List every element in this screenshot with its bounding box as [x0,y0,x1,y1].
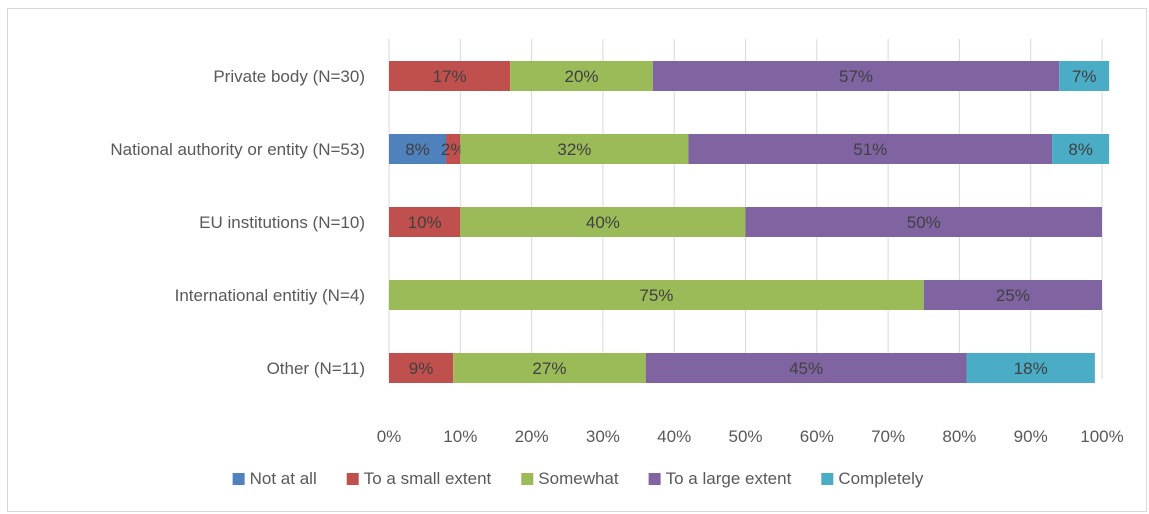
data-label: 51% [853,140,887,159]
bar-segment-completely [966,353,1095,383]
bar-segment-not-at-all [389,134,447,164]
data-label: 17% [433,67,467,86]
legend: Not at all To a small extent Somewhat To a … [232,469,924,488]
legend-item-not-at-all: Not at all [232,469,317,488]
bar-segment-to-a-small-extent [389,353,454,383]
data-label: 20% [564,67,598,86]
bar-segment-somewhat [510,61,653,91]
legend-item-somewhat: Somewhat [521,469,619,488]
stacked-bar-chart: 17% 20% 57% 7% 8% 2% 32% 51% 8% 10% 40% 50% 75% 25% 9%… [110,39,1124,488]
category-label: Private body (N=30) [213,67,365,86]
legend-swatch [232,473,245,485]
data-label: 45% [789,359,823,378]
bar-segment-to-a-large-extent [745,207,1102,237]
category-label: Other (N=11) [267,359,365,378]
data-label: 27% [532,359,566,378]
bar-segment-somewhat [453,353,646,383]
category-label: EU institutions (N=10) [199,213,365,232]
x-tick-label: 70% [871,427,905,446]
legend-label: Somewhat [538,469,619,488]
data-label: 57% [839,67,873,86]
x-tick-label: 0% [377,427,402,446]
data-label: 18% [1014,359,1048,378]
legend-swatch [521,473,534,485]
bars: 17% 20% 57% 7% 8% 2% 32% 51% 8% 10% 40% 50% 75% 25% 9%… [389,61,1110,383]
category-labels: Private body (N=30) National authority or… [110,67,365,378]
bar-segment-completely [1052,134,1110,164]
data-label: 8% [1068,140,1093,159]
x-tick-label: 60% [800,427,834,446]
legend-item-to-a-large-extent: To a large extent [648,469,792,488]
data-label: 7% [1072,67,1097,86]
bar-segment-to-a-large-extent [645,353,967,383]
legend-label: Completely [838,469,924,488]
x-tick-label: 90% [1014,427,1048,446]
legend-swatch [648,473,661,485]
bar-segment-to-a-large-extent [652,61,1060,91]
bar-segment-to-a-small-extent [446,134,461,164]
category-label: International entitiy (N=4) [175,286,365,305]
x-tick-label: 20% [515,427,549,446]
x-tick-label: 80% [942,427,976,446]
legend-item-to-a-small-extent: To a small extent [346,469,492,488]
data-label: 50% [907,213,941,232]
bar-segment-somewhat [460,134,689,164]
x-tick-label: 30% [586,427,620,446]
bar-segment-to-a-small-extent [389,61,511,91]
data-label: 40% [586,213,620,232]
data-label: 75% [639,286,673,305]
bar-segment-to-a-small-extent [389,207,461,237]
x-tick-label: 40% [657,427,691,446]
data-label: 10% [408,213,442,232]
chart-frame: 17% 20% 57% 7% 8% 2% 32% 51% 8% 10% 40% 50% 75% 25% 9%… [7,8,1147,512]
legend-swatch [821,473,834,485]
data-label: 8% [405,140,430,159]
bar-segment-to-a-large-extent [688,134,1053,164]
data-label: 9% [409,359,434,378]
x-axis-tick-labels: 0% 10% 20% 30% 40% 50% 60% 70% 80% 90% 100% [377,427,1124,446]
category-label: National authority or entity (N=53) [110,140,365,159]
x-tick-label: 50% [728,427,762,446]
bar-segment-to-a-large-extent [923,280,1102,310]
legend-label: To a large extent [666,469,792,488]
bar-segment-somewhat [460,207,746,237]
data-label: 2% [441,140,466,159]
legend-label: To a small extent [364,469,492,488]
legend-label: Not at all [250,469,317,488]
bar-segment-somewhat [389,280,924,310]
legend-item-completely: Completely [821,469,924,488]
legend-swatch [346,473,359,485]
data-label: 32% [557,140,591,159]
bar-segment-completely [1059,61,1110,91]
x-tick-label: 100% [1080,427,1123,446]
data-label: 25% [996,286,1030,305]
x-tick-label: 10% [443,427,477,446]
